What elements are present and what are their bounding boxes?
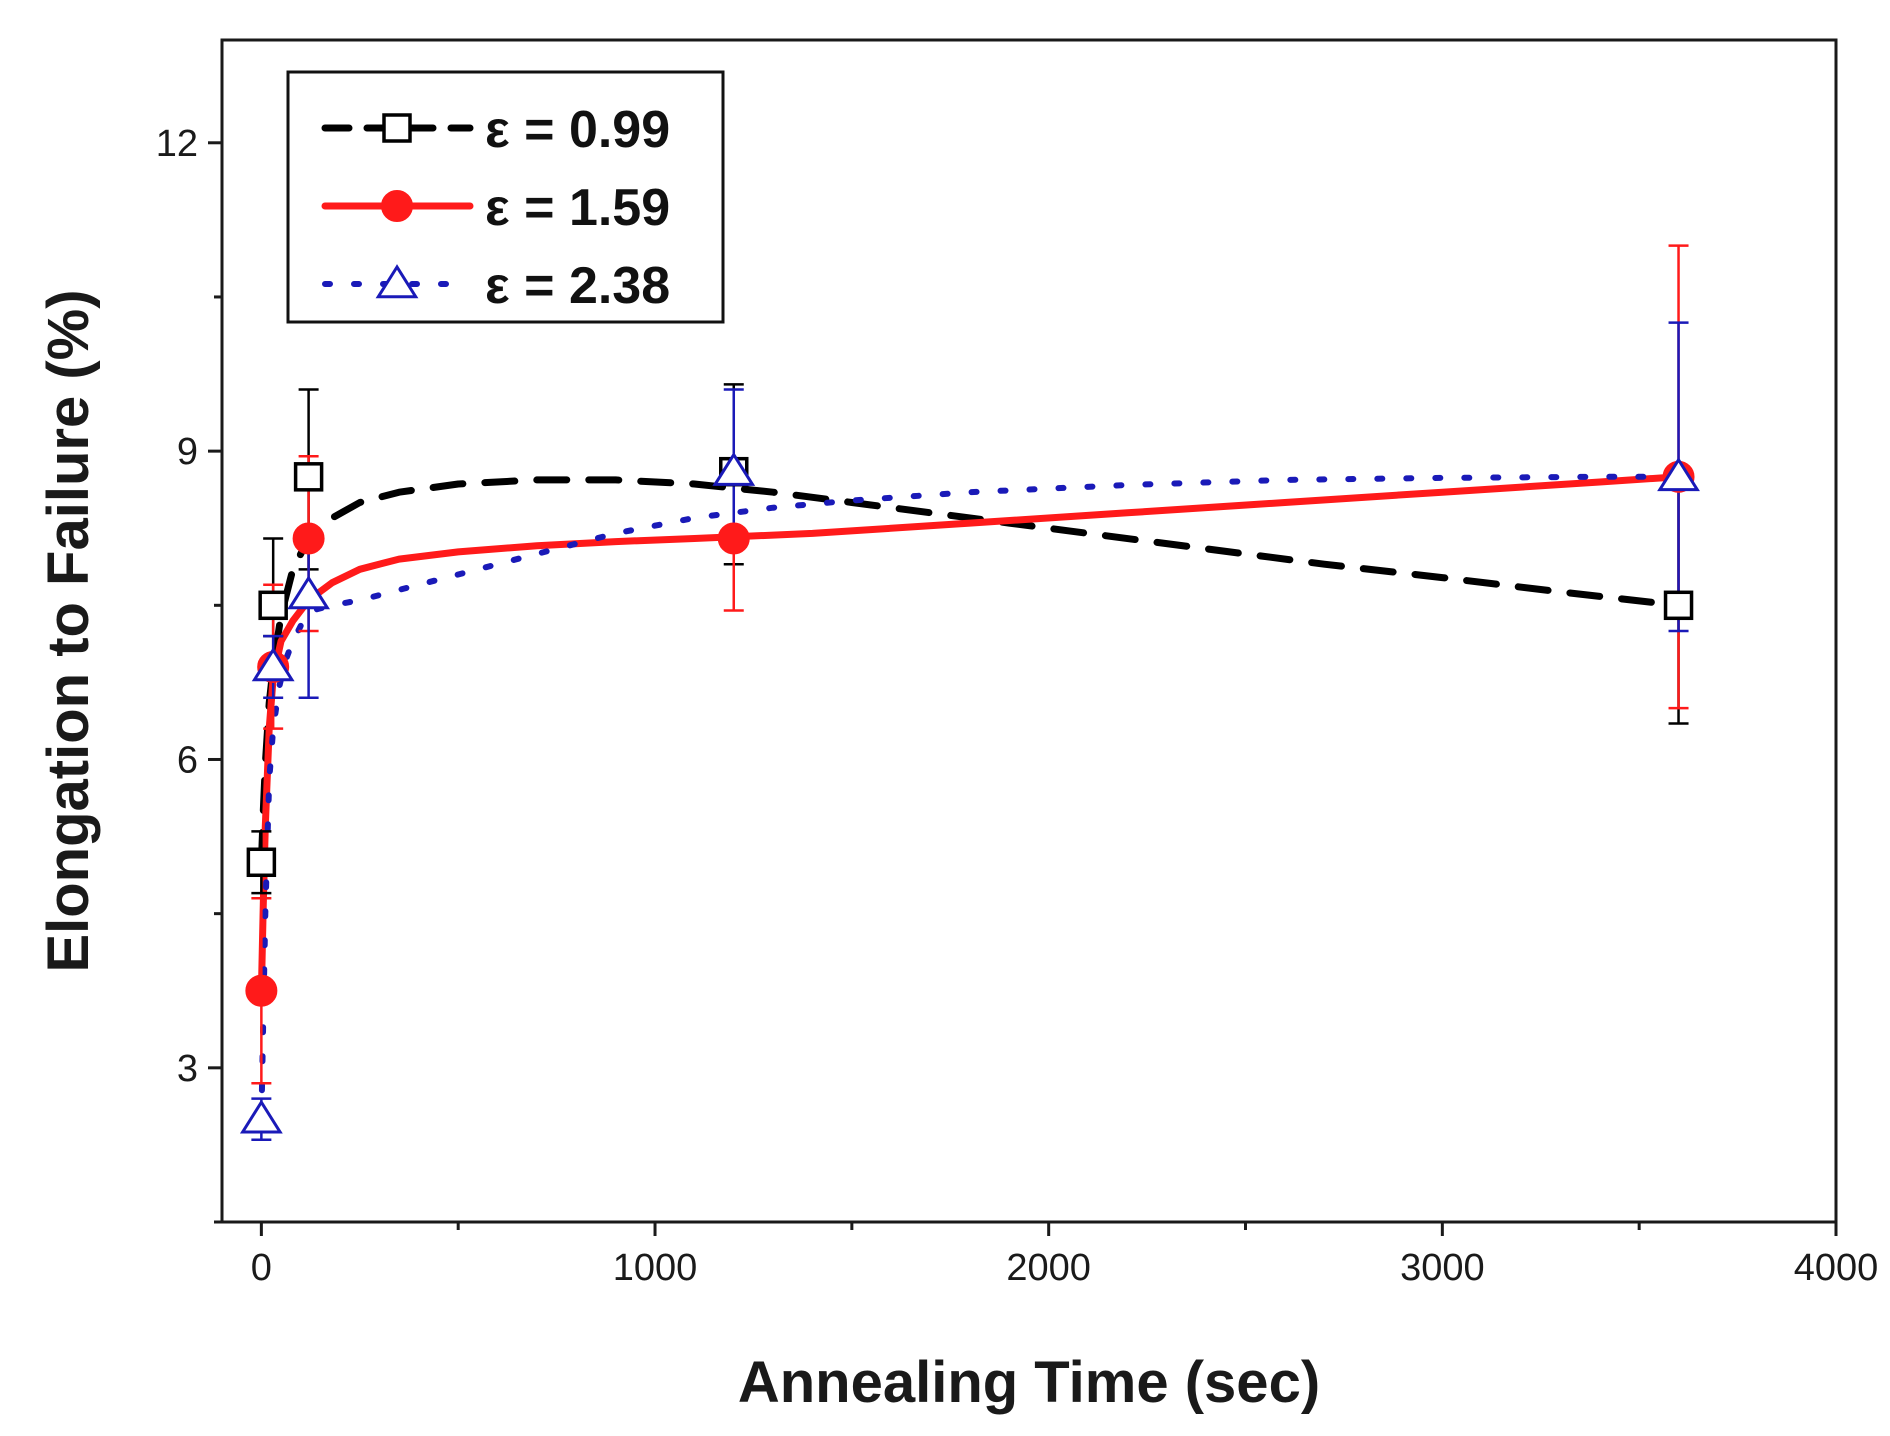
series-line <box>258 473 1682 1123</box>
y-axis-title: Elongation to Failure (%) <box>36 289 101 972</box>
data-point <box>1657 457 1700 492</box>
legend-label: ε = 0.99 <box>485 101 670 159</box>
x-axis-title: Annealing Time (sec) <box>738 1350 1320 1415</box>
y-tick-label: 3 <box>177 1048 198 1090</box>
series-line <box>257 476 1682 866</box>
data-point <box>293 462 324 492</box>
y-tick-label: 6 <box>177 739 198 781</box>
legend-label: ε = 1.59 <box>485 179 670 237</box>
x-tick-label: 3000 <box>1400 1247 1485 1289</box>
x-axis-ticks: 0 1000 2000 3000 4000 <box>251 1222 1878 1289</box>
y-axis-ticks: 3 6 9 12 <box>156 123 222 1224</box>
legend-label: ε = 2.38 <box>485 257 670 315</box>
data-point <box>245 974 278 1007</box>
legend-marker <box>375 264 419 299</box>
data-point <box>258 590 288 621</box>
legend-box <box>286 70 725 324</box>
series-line <box>257 473 1682 995</box>
data-point <box>712 451 756 486</box>
x-tick-label: 2000 <box>1006 1247 1091 1289</box>
data-point <box>1663 590 1694 621</box>
legend-marker <box>381 190 413 222</box>
data-point <box>717 522 750 555</box>
data-point <box>239 1099 283 1134</box>
data-point <box>287 575 331 610</box>
legend-marker <box>382 113 412 143</box>
x-tick-label: 1000 <box>613 1247 698 1289</box>
fit-curves <box>257 473 1682 1123</box>
y-tick-label: 12 <box>156 123 198 165</box>
data-markers <box>239 451 1700 1134</box>
data-point <box>292 522 325 555</box>
data-point <box>246 847 277 878</box>
data-point <box>251 647 295 682</box>
legend: ε = 0.99 ε = 1.59 ε = 2.38 <box>286 70 725 324</box>
x-tick-label: 4000 <box>1794 1247 1879 1289</box>
y-tick-label: 9 <box>177 431 198 473</box>
x-tick-label: 0 <box>251 1247 272 1289</box>
